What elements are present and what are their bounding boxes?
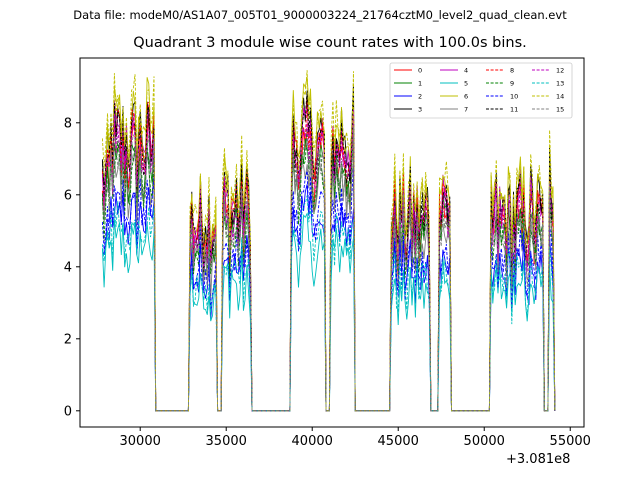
legend-label-7: 7 <box>464 105 468 113</box>
series-line-13 <box>101 195 556 412</box>
series-line-10 <box>101 167 556 412</box>
legend-label-11: 11 <box>510 105 518 113</box>
series-line-5 <box>101 213 556 412</box>
figure-suptitle: Data file: modeM0/AS1A07_005T01_90000032… <box>73 8 567 22</box>
legend-label-8: 8 <box>510 66 514 74</box>
legend-box <box>389 62 573 119</box>
series-line-8 <box>101 99 556 412</box>
x-tick-label: 55000 <box>550 434 591 449</box>
x-tick-label: 45000 <box>378 434 419 449</box>
series-line-4 <box>101 100 556 412</box>
series-line-7 <box>101 146 556 412</box>
x-tick-label: 50000 <box>464 434 505 449</box>
series-line-3 <box>101 83 556 412</box>
legend-label-10: 10 <box>510 92 518 100</box>
x-tick-label: 35000 <box>206 434 247 449</box>
series-line-12 <box>101 109 556 412</box>
legend-label-9: 9 <box>510 79 514 87</box>
chart-title: Quadrant 3 module wise count rates with … <box>133 35 527 51</box>
plot-frame <box>79 57 585 428</box>
legend-label-1: 1 <box>418 79 422 87</box>
legend-label-15: 15 <box>556 105 564 113</box>
y-tick-label: 4 <box>64 260 72 275</box>
legend-label-14: 14 <box>556 92 564 100</box>
legend-label-0: 0 <box>418 66 422 74</box>
legend-label-5: 5 <box>464 79 468 87</box>
y-tick-label: 8 <box>64 116 72 131</box>
series-line-6 <box>101 76 556 412</box>
legend-label-6: 6 <box>464 92 468 100</box>
legend-label-13: 13 <box>556 79 564 87</box>
legend-label-3: 3 <box>418 105 422 113</box>
series-line-11 <box>101 90 556 412</box>
legend-label-2: 2 <box>418 92 422 100</box>
legend-label-12: 12 <box>556 66 564 74</box>
series-lines <box>101 70 556 412</box>
legend-label-4: 4 <box>464 66 468 74</box>
series-line-1 <box>101 134 556 412</box>
y-tick-label: 0 <box>64 404 72 419</box>
x-tick-label: 40000 <box>292 434 333 449</box>
series-line-2 <box>101 184 556 412</box>
x-axis-offset-label: +3.081e8 <box>506 452 571 467</box>
series-line-15 <box>102 126 556 412</box>
series-line-0 <box>101 113 556 412</box>
x-tick-label: 30000 <box>120 434 161 449</box>
y-tick-label: 2 <box>64 332 72 347</box>
y-tick-label: 6 <box>64 188 72 203</box>
series-line-14 <box>101 70 556 412</box>
series-line-9 <box>101 128 556 412</box>
